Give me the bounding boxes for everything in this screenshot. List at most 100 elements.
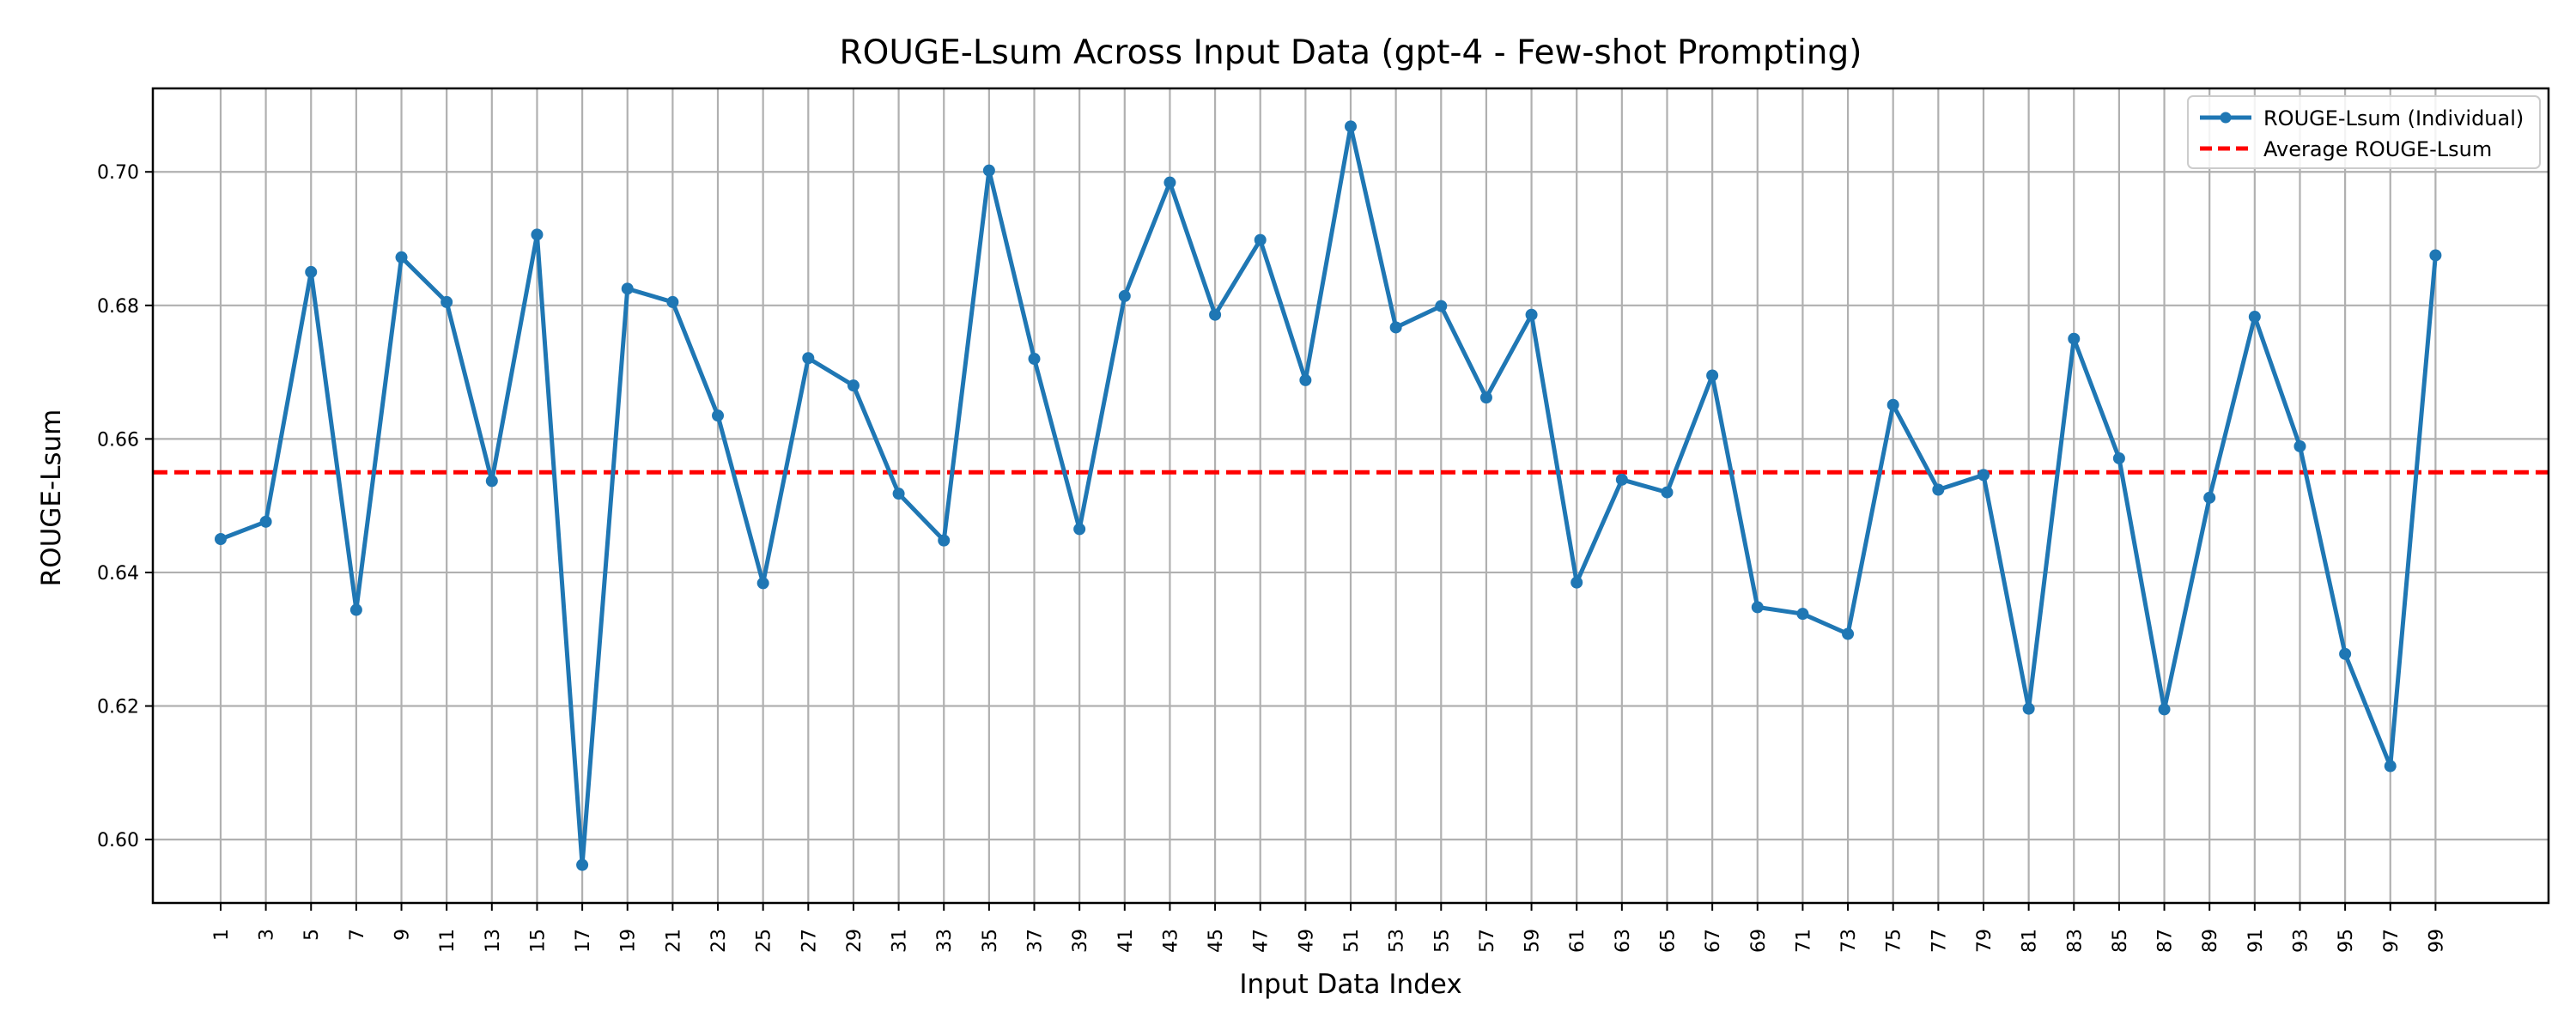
- x-tick-label: 31: [890, 929, 911, 953]
- data-point: [802, 352, 815, 365]
- x-tick-label: 77: [1929, 929, 1950, 953]
- data-point: [531, 228, 544, 241]
- data-point: [1435, 300, 1448, 312]
- data-point: [1525, 308, 1538, 321]
- x-tick-label: 63: [1613, 929, 1634, 953]
- x-tick-label: 41: [1115, 929, 1137, 953]
- x-tick-label: 5: [301, 929, 323, 941]
- data-point: [259, 515, 272, 528]
- x-tick-label: 29: [844, 929, 866, 953]
- data-point: [2384, 760, 2397, 772]
- series-line: [220, 124, 2438, 868]
- x-tick-label: 97: [2381, 929, 2403, 953]
- data-point: [1389, 321, 1402, 334]
- x-tick-label: 99: [2426, 929, 2447, 953]
- data-point: [485, 475, 498, 488]
- y-tick-label: 0.62: [97, 697, 139, 718]
- data-point: [214, 533, 227, 546]
- x-tick-label: 65: [1657, 929, 1679, 953]
- x-tick-label: 73: [1838, 929, 1860, 953]
- data-point: [1977, 469, 1990, 482]
- data-point: [1615, 473, 1628, 486]
- x-tick-label: 79: [1974, 929, 1996, 953]
- data-point: [576, 858, 589, 871]
- data-point: [1842, 627, 1855, 640]
- x-tick-label: 75: [1884, 929, 1905, 953]
- data-point: [1299, 373, 1312, 386]
- data-point: [982, 164, 995, 177]
- x-tick-label: 95: [2336, 929, 2357, 953]
- data-point: [1254, 233, 1267, 246]
- data-point: [1571, 576, 1583, 589]
- data-point: [2068, 332, 2081, 345]
- y-axis-label: ROUGE-Lsum: [36, 409, 67, 587]
- x-tick-label: 17: [573, 929, 594, 953]
- data-point: [2112, 451, 2125, 464]
- x-tick-label: 19: [618, 929, 640, 953]
- x-tick-label: 47: [1251, 929, 1273, 953]
- y-tick-label: 0.60: [97, 830, 139, 851]
- chart-title: ROUGE-Lsum Across Input Data (gpt-4 - Fe…: [840, 33, 1862, 72]
- x-tick-label: 15: [527, 929, 549, 953]
- data-point: [938, 534, 951, 547]
- data-point: [1073, 523, 1086, 536]
- legend-series-marker: [2220, 112, 2232, 124]
- data-point: [2429, 249, 2442, 262]
- x-tick-label: 91: [2245, 929, 2267, 953]
- x-tick-label: 49: [1296, 929, 1317, 953]
- data-point: [2022, 702, 2035, 715]
- data-point: [2339, 647, 2352, 660]
- data-point: [1163, 176, 1176, 189]
- x-tick-label: 3: [257, 929, 278, 941]
- x-axis-ticks: 1 3 5 7 9 11 13 15 17 19 21 23 25 27 29 31 33 35 37 39 41 43 4…: [211, 903, 2447, 953]
- x-tick-label: 55: [1431, 929, 1453, 953]
- x-tick-label: 71: [1793, 929, 1814, 953]
- data-point: [621, 282, 634, 295]
- x-tick-label: 67: [1703, 929, 1724, 953]
- x-tick-label: 21: [663, 929, 684, 953]
- legend-average-label: Average ROUGE-Lsum: [2263, 137, 2492, 161]
- y-tick-label: 0.66: [97, 429, 139, 451]
- x-tick-label: 81: [2020, 929, 2041, 953]
- x-tick-label: 39: [1070, 929, 1091, 953]
- x-tick-label: 9: [392, 929, 414, 941]
- data-point: [1345, 120, 1357, 133]
- x-tick-label: 13: [483, 929, 504, 953]
- x-axis-label: Input Data Index: [1239, 969, 1461, 1000]
- legend-box: [2187, 95, 2541, 169]
- legend-series-label: ROUGE-Lsum (Individual): [2263, 106, 2524, 130]
- data-point: [2158, 703, 2171, 716]
- x-tick-label: 87: [2155, 929, 2177, 953]
- x-tick-label: 85: [2110, 929, 2131, 953]
- data-point: [712, 409, 725, 422]
- data-point: [892, 488, 905, 500]
- x-tick-label: 45: [1206, 929, 1227, 953]
- data-point: [1932, 483, 1945, 496]
- data-point: [1479, 391, 1492, 404]
- y-tick-label: 0.68: [97, 296, 139, 318]
- series-layer: [214, 120, 2442, 871]
- x-tick-label: 23: [708, 929, 730, 953]
- x-tick-label: 25: [754, 929, 775, 953]
- data-point: [1796, 608, 1809, 621]
- y-tick-label: 0.70: [97, 162, 139, 184]
- data-point: [440, 295, 453, 308]
- data-point: [666, 295, 679, 308]
- data-point: [1751, 601, 1764, 614]
- x-tick-label: 37: [1025, 929, 1047, 953]
- x-tick-label: 11: [437, 929, 459, 953]
- data-point: [1118, 289, 1131, 302]
- x-tick-label: 43: [1160, 929, 1182, 953]
- x-tick-label: 89: [2200, 929, 2221, 953]
- y-axis-ticks: 0.60 0.62 0.64 0.66 0.68 0.70: [97, 162, 153, 851]
- x-tick-label: 59: [1522, 929, 1544, 953]
- data-point: [349, 603, 362, 616]
- data-point: [847, 379, 860, 392]
- x-tick-label: 51: [1341, 929, 1363, 953]
- y-tick-label: 0.64: [97, 563, 139, 585]
- x-tick-label: 53: [1387, 929, 1408, 953]
- data-point: [2293, 439, 2306, 452]
- data-point: [756, 577, 769, 590]
